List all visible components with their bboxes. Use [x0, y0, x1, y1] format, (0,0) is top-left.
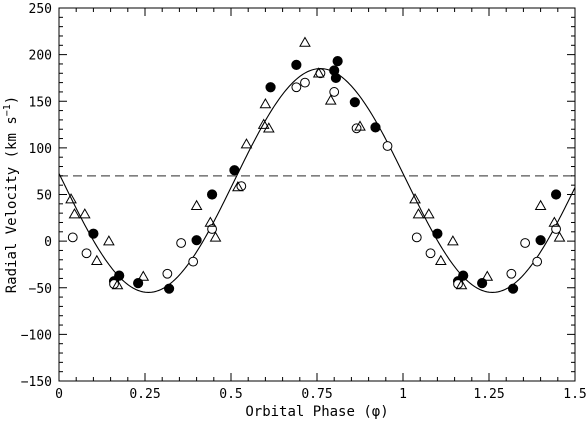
open-triangle-point: [299, 36, 311, 47]
filled-circle-point: [114, 270, 125, 281]
open-triangle-point: [209, 231, 222, 242]
axis-ticks-layer: [58, 7, 576, 382]
y-axis-title: Radial Velocity (km s−1): [2, 96, 20, 294]
y-tick-label: −50: [29, 282, 52, 297]
open-triangle-point: [481, 270, 494, 281]
open-triangle-point: [190, 199, 203, 210]
open-triangle-point: [312, 67, 325, 78]
y-axis-title-superscript: −1: [2, 104, 13, 116]
open-circle-point: [411, 232, 422, 243]
open-triangle-point: [548, 216, 561, 227]
filled-circle-point: [291, 59, 302, 70]
fit-curve: [58, 68, 576, 293]
open-circle-point: [162, 268, 173, 279]
open-circle-point: [382, 141, 393, 151]
open-circle-point: [300, 77, 310, 88]
open-circle-point: [329, 87, 340, 97]
open-triangle-point: [90, 254, 103, 265]
y-axis-title-text: Radial Velocity (km s: [4, 116, 20, 293]
filled-circle-point: [229, 165, 240, 176]
open-triangle-point: [324, 94, 337, 105]
open-circle-point: [532, 256, 543, 267]
y-tick-label: −150: [21, 375, 52, 390]
open-triangle-point: [259, 98, 272, 109]
filled-circle-point: [370, 122, 381, 133]
open-triangle-point: [137, 270, 150, 281]
filled-circle-point: [550, 189, 562, 200]
open-circle-point: [207, 224, 217, 234]
open-triangle-point: [65, 193, 77, 204]
open-triangle-point: [434, 254, 447, 265]
open-triangle-point: [111, 278, 124, 290]
x-tick-label: 0.5: [219, 387, 242, 402]
open-triangle-point: [68, 208, 81, 219]
open-triangle-point: [534, 199, 547, 210]
filled-circle-point: [432, 228, 443, 239]
filled-circle-point: [330, 72, 342, 84]
open-triangle-point: [447, 235, 459, 246]
filled-circle-point: [535, 235, 546, 246]
filled-circle-point: [191, 235, 202, 246]
open-triangle-point: [412, 208, 425, 219]
open-triangle-point: [354, 120, 366, 131]
y-axis-title-close: ): [4, 96, 20, 104]
filled-circle-point: [332, 56, 343, 67]
filled-circle-point: [163, 283, 175, 294]
x-tick-label: 1: [399, 387, 407, 402]
tick-labels-layer: 0 0.25 0.5 0.75 1 1.25 1.5 −150 −100 −50 0 50 100 150…: [21, 2, 586, 402]
open-triangle-point: [103, 235, 115, 246]
open-circle-point: [188, 256, 199, 267]
open-triangle-point: [422, 208, 435, 219]
filled-circle-point: [206, 189, 218, 200]
open-triangle-point: [262, 122, 275, 133]
y-tick-label: 0: [44, 235, 52, 250]
open-circle-point: [425, 248, 436, 259]
open-triangle-point: [240, 138, 253, 149]
data-points-layer: [65, 36, 566, 294]
x-axis-title-text: Orbital Phase (φ): [245, 404, 388, 420]
filled-circle-point: [88, 228, 99, 239]
y-tick-label: 200: [29, 49, 52, 64]
open-circle-point: [176, 238, 187, 248]
x-tick-label: 0: [55, 387, 63, 402]
filled-circle-point: [458, 270, 469, 281]
x-tick-label: 0.75: [301, 387, 332, 402]
x-tick-label: 1.25: [473, 387, 504, 402]
y-tick-label: 50: [36, 189, 52, 204]
x-axis-title: Orbital Phase (φ): [245, 404, 388, 420]
open-triangle-point: [409, 193, 421, 204]
y-tick-label: 250: [29, 2, 52, 17]
plot-frame: [58, 7, 576, 382]
x-tick-label: 1.5: [563, 387, 586, 402]
x-tick-label: 0.25: [129, 387, 160, 402]
open-circle-point: [291, 82, 302, 93]
open-triangle-point: [257, 118, 270, 129]
open-triangle-point: [455, 278, 468, 290]
open-circle-point: [506, 268, 517, 279]
fit-curve-layer: [58, 68, 576, 293]
y-tick-label: −100: [21, 328, 52, 343]
filled-circle-point: [265, 82, 276, 93]
y-tick-label: 100: [29, 142, 52, 157]
filled-circle-point: [507, 283, 519, 294]
plot-area: [58, 7, 576, 382]
open-triangle-point: [204, 216, 217, 227]
open-circle-point: [520, 238, 531, 248]
open-circle-point: [81, 248, 92, 259]
open-circle-point: [67, 232, 78, 243]
open-triangle-point: [553, 231, 566, 242]
y-tick-label: 150: [29, 95, 52, 110]
filled-circle-point: [349, 97, 360, 108]
open-triangle-point: [78, 208, 91, 219]
open-circle-point: [551, 224, 561, 234]
open-triangle-point: [232, 181, 244, 192]
